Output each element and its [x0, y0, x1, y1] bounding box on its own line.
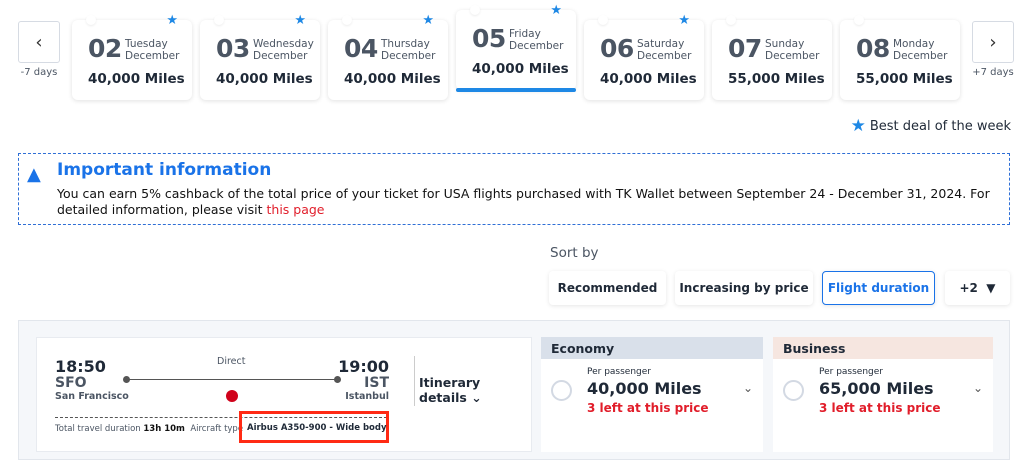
day-miles: 40,000 Miles [216, 71, 313, 87]
star-icon: ★ [550, 3, 562, 18]
day-number: 06 [600, 34, 634, 63]
caret-down-icon: ▼ [986, 281, 996, 295]
card-notch [726, 15, 736, 25]
sort-recommended[interactable]: Recommended [549, 271, 666, 305]
day-miles: 40,000 Miles [88, 71, 185, 87]
info-title: Important information [57, 160, 272, 180]
fare-economy[interactable]: Economy Per passenger 40,000 Miles 3 lef… [541, 337, 763, 452]
per-passenger-label: Per passenger [587, 367, 652, 377]
fare-amount: 65,000 Miles [819, 379, 934, 398]
aircraft-type-highlight: Airbus A350-900 - Wide body [239, 411, 389, 443]
important-info-banner: ▲ Important information You can earn 5% … [18, 153, 1010, 225]
best-deal-legend: ★ Best deal of the week [850, 116, 1011, 136]
date-card-06[interactable]: ★ 06 Saturday December 40,000 Miles [584, 13, 704, 100]
date-card-07[interactable]: 07 Sunday December 55,000 Miles [712, 15, 832, 100]
card-notch [598, 15, 608, 25]
next-week-label: +7 days [972, 67, 1014, 78]
star-icon: ★ [850, 116, 866, 136]
chevron-down-icon: ⌄ [471, 390, 482, 405]
route-line [127, 379, 337, 380]
fare-cabin: Business [773, 337, 993, 359]
fare-cabin: Economy [541, 337, 763, 359]
day-number: 05 [472, 24, 506, 53]
day-miles: 55,000 Miles [856, 71, 953, 87]
card-notch [854, 15, 864, 25]
fare-amount: 40,000 Miles [587, 379, 702, 398]
card-notch [214, 15, 224, 25]
airline-logo-icon [226, 390, 238, 402]
flight-meta: Total travel duration 13h 10m Aircraft t… [55, 424, 244, 434]
day-number: 07 [728, 34, 762, 63]
day-miles: 40,000 Miles [472, 61, 569, 77]
day-weekday-month: Friday December [509, 28, 564, 52]
selected-indicator [456, 88, 576, 92]
arrival-code: IST [364, 375, 389, 391]
departure-time: 18:50 [55, 357, 106, 376]
card-notch [86, 15, 96, 25]
seats-left: 3 left at this price [587, 401, 709, 415]
date-card-05[interactable]: ★ 05 Friday December 40,000 Miles [456, 3, 576, 92]
chevron-down-icon[interactable]: ⌄ [972, 381, 983, 395]
sort-price[interactable]: Increasing by price [675, 271, 813, 305]
card-notch [342, 15, 352, 25]
star-icon: ★ [166, 13, 178, 28]
date-card-08[interactable]: 08 Monday December 55,000 Miles [840, 15, 960, 100]
day-miles: 40,000 Miles [600, 71, 697, 87]
info-link[interactable]: this page [266, 202, 325, 217]
chevron-left-icon: ‹ [35, 31, 43, 53]
sort-more[interactable]: +2 ▼ [945, 271, 1010, 305]
seats-left: 3 left at this price [819, 401, 941, 415]
arrival-time: 19:00 [338, 357, 389, 376]
sort-duration[interactable]: Flight duration [822, 271, 935, 305]
itinerary-details-toggle[interactable]: Itinerary details ⌄ [419, 375, 482, 405]
date-card-02[interactable]: ★ 02 Tuesday December 40,000 Miles [72, 13, 192, 100]
day-weekday-month: Tuesday December [125, 38, 180, 62]
stops-label: Direct [217, 356, 246, 367]
day-number: 08 [856, 34, 890, 63]
departure-city: San Francisco [55, 391, 129, 402]
prev-week-label: -7 days [20, 67, 58, 78]
arrival-city: Istanbul [345, 391, 389, 402]
fare-business[interactable]: Business Per passenger 65,000 Miles 3 le… [773, 337, 993, 452]
day-weekday-month: Thursday December [381, 38, 436, 62]
chevron-down-icon[interactable]: ⌄ [742, 381, 753, 395]
day-weekday-month: Monday December [893, 38, 948, 62]
per-passenger-label: Per passenger [819, 367, 884, 377]
info-text: You can earn 5% cashback of the total pr… [57, 186, 990, 217]
day-number: 03 [216, 34, 250, 63]
day-miles: 40,000 Miles [344, 71, 441, 87]
next-week-button[interactable]: › [972, 21, 1014, 63]
date-card-03[interactable]: ★ 03 Wednesday December 40,000 Miles [200, 13, 320, 100]
chevron-right-icon: › [989, 31, 997, 53]
fare-radio[interactable] [551, 380, 572, 401]
departure-code: SFO [55, 375, 87, 391]
day-miles: 55,000 Miles [728, 71, 825, 87]
card-notch [470, 5, 480, 15]
fare-radio[interactable] [783, 380, 804, 401]
day-weekday-month: Sunday December [765, 38, 820, 62]
flight-card[interactable]: 18:50 SFO San Francisco Direct 19:00 IST… [36, 337, 532, 452]
day-weekday-month: Wednesday December [253, 38, 314, 62]
star-icon: ★ [678, 13, 690, 28]
date-card-04[interactable]: ★ 04 Thursday December 40,000 Miles [328, 13, 448, 100]
day-weekday-month: Saturday December [637, 38, 692, 62]
day-number: 02 [88, 34, 122, 63]
sort-label: Sort by [550, 245, 599, 261]
star-icon: ★ [294, 13, 306, 28]
warning-icon: ▲ [27, 164, 41, 185]
day-number: 04 [344, 34, 378, 63]
star-icon: ★ [422, 13, 434, 28]
prev-week-button[interactable]: ‹ [18, 21, 60, 63]
